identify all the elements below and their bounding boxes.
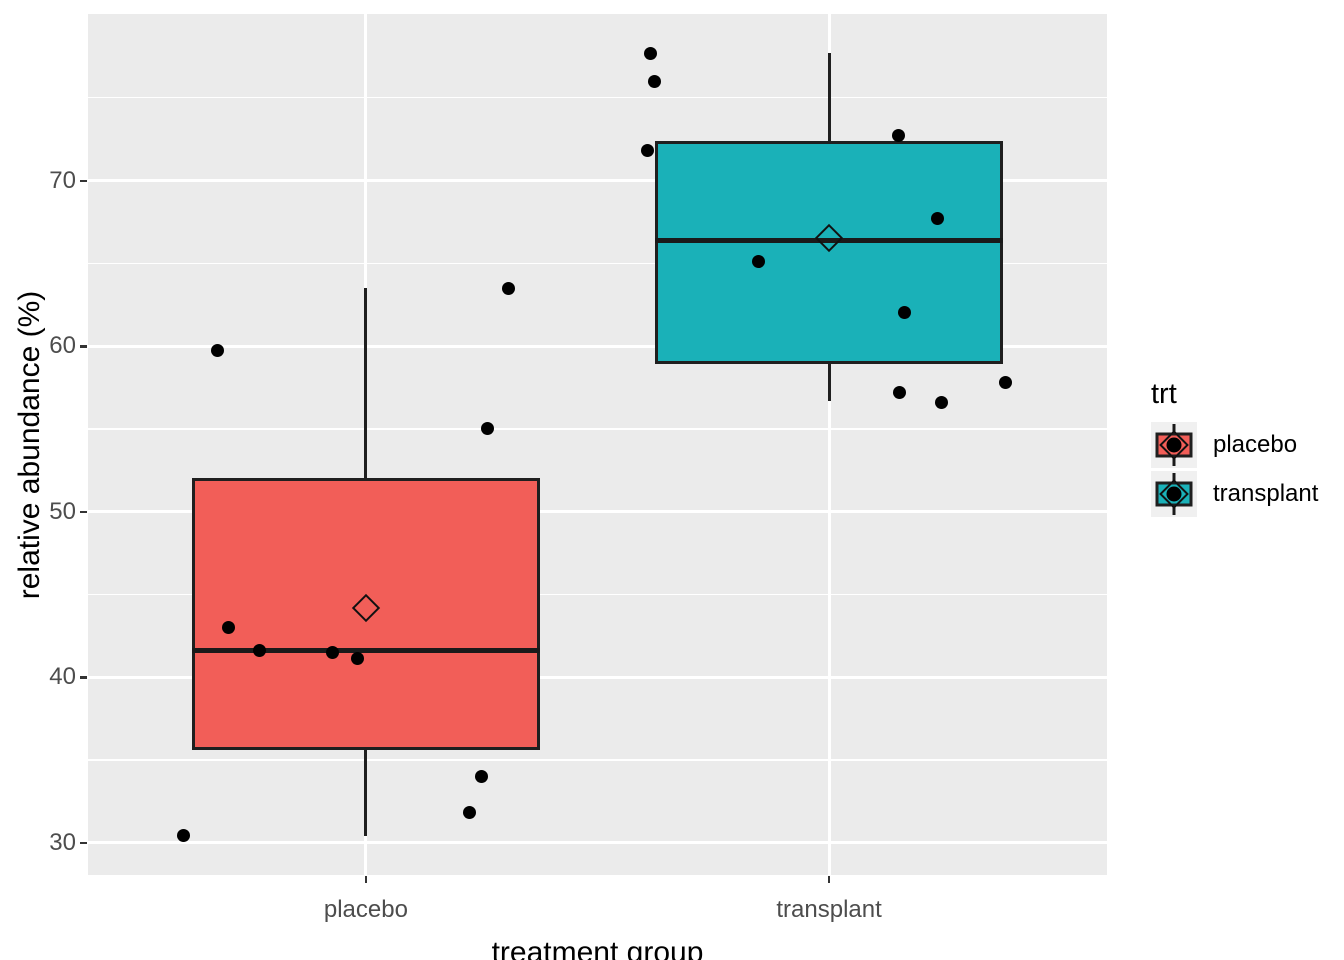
gridline-major — [88, 344, 1107, 348]
legend: trt placebo transplant — [1151, 378, 1318, 520]
whisker-lower-placebo — [364, 749, 368, 836]
jitter-point-placebo — [253, 644, 267, 658]
legend-key-transplant — [1151, 471, 1197, 517]
jitter-point-placebo — [221, 620, 235, 634]
median-line-placebo — [192, 648, 540, 654]
legend-key-placebo — [1151, 422, 1197, 468]
point-icon — [1166, 437, 1182, 453]
plot-panel — [88, 14, 1107, 875]
x-axis-title: treatment group — [491, 936, 704, 960]
jitter-point-transplant — [893, 385, 907, 399]
gridline-minor — [88, 759, 1107, 761]
y-tick-label: 30 — [49, 828, 76, 856]
legend-title: trt — [1151, 378, 1177, 410]
boxplot-box-placebo — [192, 478, 540, 750]
jitter-point-placebo — [177, 829, 191, 843]
point-icon — [1166, 486, 1182, 502]
box-glyph-icon — [1155, 432, 1193, 458]
jitter-point-placebo — [462, 806, 476, 820]
jitter-point-transplant — [647, 74, 661, 88]
y-tick-mark — [80, 345, 87, 348]
jitter-point-placebo — [480, 422, 494, 436]
jitter-point-placebo — [474, 769, 488, 783]
x-tick-label: transplant — [776, 896, 882, 923]
x-tick-mark — [364, 876, 368, 883]
jitter-point-transplant — [897, 306, 911, 320]
legend-label-transplant: transplant — [1213, 480, 1319, 507]
boxplot-box-transplant — [655, 140, 1003, 365]
legend-item-placebo: placebo — [1151, 422, 1318, 468]
gridline-minor — [88, 262, 1107, 264]
jitter-point-transplant — [998, 375, 1012, 389]
jitter-point-placebo — [501, 281, 515, 295]
gridline-major — [88, 510, 1107, 514]
y-tick-label: 60 — [49, 332, 76, 360]
y-tick-mark — [80, 510, 87, 514]
y-tick-label: 50 — [49, 497, 76, 525]
gridline-minor — [88, 593, 1107, 596]
legend-label-placebo: placebo — [1213, 431, 1298, 458]
jitter-point-transplant — [934, 395, 948, 409]
x-tick-label: placebo — [323, 896, 408, 923]
whisker-upper-transplant — [827, 53, 831, 141]
whisker-upper-placebo — [364, 288, 368, 479]
jitter-point-transplant — [931, 212, 945, 226]
y-tick-mark — [80, 841, 87, 845]
y-tick-mark — [80, 676, 87, 679]
jitter-point-placebo — [326, 645, 340, 659]
x-tick-mark — [827, 876, 831, 883]
whisker-lower-transplant — [827, 364, 831, 401]
y-tick-label: 40 — [49, 663, 76, 691]
gridline-major — [88, 179, 1107, 182]
legend-item-transplant: transplant — [1151, 471, 1318, 517]
gridline-major — [88, 841, 1107, 845]
y-tick-mark — [80, 179, 87, 182]
median-line-transplant — [655, 237, 1003, 243]
gridline-minor — [88, 96, 1107, 99]
jitter-point-transplant — [751, 255, 765, 269]
gridline-minor — [88, 428, 1107, 430]
y-tick-label: 70 — [49, 166, 76, 194]
gridline-major — [88, 675, 1107, 679]
jitter-point-placebo — [350, 652, 364, 666]
jitter-point-transplant — [643, 46, 657, 60]
jitter-point-transplant — [891, 129, 905, 143]
gridline-major-vertical — [827, 14, 831, 875]
jitter-point-transplant — [641, 144, 655, 158]
jitter-point-placebo — [211, 344, 225, 358]
